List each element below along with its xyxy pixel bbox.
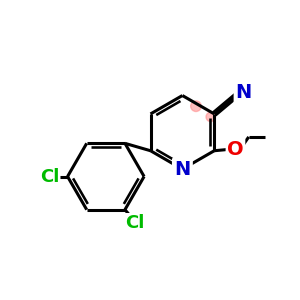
Text: N: N [235,83,251,102]
Text: O: O [227,140,244,159]
Circle shape [206,112,215,122]
Text: Cl: Cl [126,214,145,232]
Circle shape [191,101,201,112]
Text: N: N [174,160,190,178]
Text: Cl: Cl [40,167,60,185]
